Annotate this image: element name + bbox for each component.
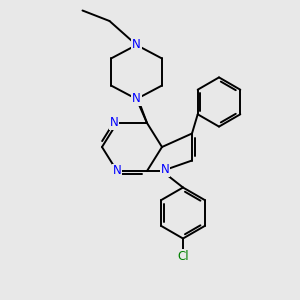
Text: N: N — [112, 164, 122, 178]
Text: Cl: Cl — [177, 250, 189, 263]
Text: N: N — [110, 116, 118, 130]
Text: N: N — [132, 38, 141, 52]
Text: N: N — [160, 163, 169, 176]
Text: N: N — [132, 92, 141, 106]
